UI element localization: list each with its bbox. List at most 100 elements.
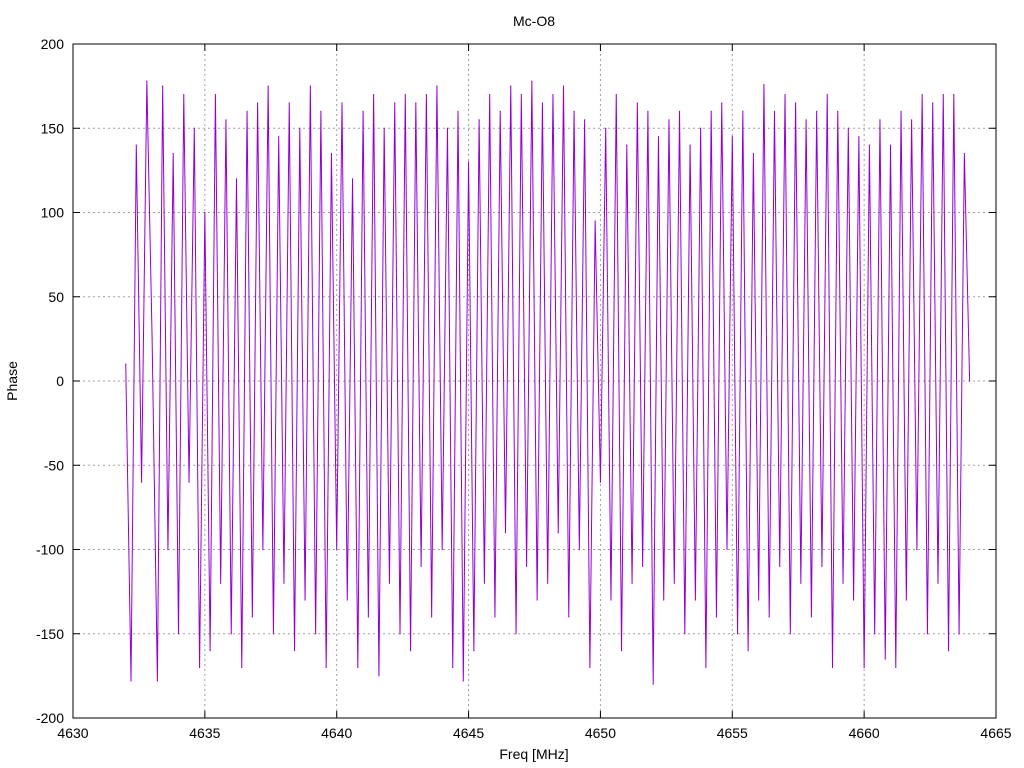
data-point: [921, 93, 923, 96]
data-point: [731, 136, 733, 138]
data-point: [916, 548, 918, 551]
data-point: [547, 582, 549, 584]
data-point: [953, 93, 955, 96]
data-point: [140, 481, 143, 483]
data-point: [172, 152, 174, 155]
data-point: [214, 93, 217, 96]
data-point: [225, 119, 227, 121]
data-point: [325, 666, 327, 669]
data-point: [183, 93, 185, 96]
data-point: [631, 582, 633, 584]
data-point: [499, 110, 501, 112]
data-point: [489, 93, 491, 96]
data-point: [531, 80, 533, 82]
data-point: [351, 178, 354, 180]
data-point: [837, 110, 839, 112]
data-point: [504, 532, 507, 534]
data-point: [241, 666, 243, 669]
data-point: [441, 548, 443, 551]
data-point: [525, 565, 528, 567]
data-point: [700, 127, 702, 129]
data-point: [763, 83, 765, 86]
data-point: [937, 582, 939, 584]
data-point: [162, 85, 164, 87]
data-point: [678, 110, 681, 112]
y-tick-label: 100: [41, 205, 65, 221]
data-point: [642, 565, 644, 567]
data-point: [404, 93, 406, 96]
data-point: [367, 616, 369, 618]
data-point: [926, 633, 929, 635]
data-point: [151, 338, 153, 340]
data-point: [557, 532, 559, 534]
data-point: [963, 152, 965, 155]
data-point: [362, 110, 364, 112]
data-point: [562, 85, 565, 87]
data-point: [752, 152, 754, 155]
data-point: [209, 650, 211, 652]
data-point: [911, 119, 913, 121]
data-point: [816, 110, 818, 112]
data-point: [235, 178, 238, 180]
data-point: [399, 633, 401, 635]
data-point: [315, 633, 317, 635]
data-point: [684, 633, 686, 635]
data-point: [177, 633, 180, 635]
data-point: [784, 93, 786, 96]
x-tick-label: 4630: [57, 725, 88, 741]
y-tick-label: 150: [41, 120, 65, 136]
x-tick-label: 4650: [585, 725, 616, 741]
x-tick-label: 4660: [849, 725, 880, 741]
data-point: [773, 110, 776, 112]
data-point: [510, 85, 512, 87]
data-point: [478, 119, 480, 121]
data-point: [220, 582, 222, 584]
data-point: [842, 582, 844, 584]
data-point: [130, 680, 132, 682]
data-point: [821, 565, 823, 567]
data-point: [863, 666, 865, 669]
y-tick-label: 50: [48, 289, 64, 305]
data-point: [357, 666, 359, 669]
x-tick-label: 4665: [980, 725, 1011, 741]
data-point: [895, 666, 897, 669]
data-point: [584, 119, 586, 121]
data-point: [779, 565, 781, 567]
data-point: [615, 93, 617, 96]
data-point: [409, 650, 412, 652]
data-point: [446, 127, 449, 129]
data-point: [710, 110, 712, 112]
data-point: [605, 127, 607, 129]
data-point: [573, 110, 575, 112]
data-point: [394, 102, 396, 104]
data-point: [272, 633, 275, 635]
data-point: [309, 85, 311, 87]
data-point: [647, 110, 649, 112]
data-point: [193, 127, 195, 129]
data-point: [673, 582, 675, 584]
data-point: [568, 616, 570, 618]
data-point: [267, 85, 269, 87]
data-point: [431, 616, 433, 618]
data-point: [715, 616, 718, 618]
y-tick-label: 0: [56, 373, 64, 389]
data-point: [652, 683, 654, 685]
data-point: [204, 211, 206, 214]
data-point: [462, 680, 464, 682]
data-point: [578, 548, 580, 551]
data-point: [958, 633, 960, 635]
data-point: [167, 548, 169, 551]
data-point: [810, 616, 813, 618]
y-axis-label: Phase: [4, 361, 20, 401]
data-point: [251, 616, 253, 618]
data-point: [736, 633, 739, 635]
data-point: [299, 127, 301, 129]
data-point: [847, 127, 849, 129]
data-point: [852, 599, 855, 601]
data-point: [383, 127, 385, 129]
data-point: [135, 144, 137, 146]
chart-title: Mc-O8: [513, 13, 555, 29]
data-point: [884, 658, 886, 660]
data-point: [188, 481, 190, 483]
